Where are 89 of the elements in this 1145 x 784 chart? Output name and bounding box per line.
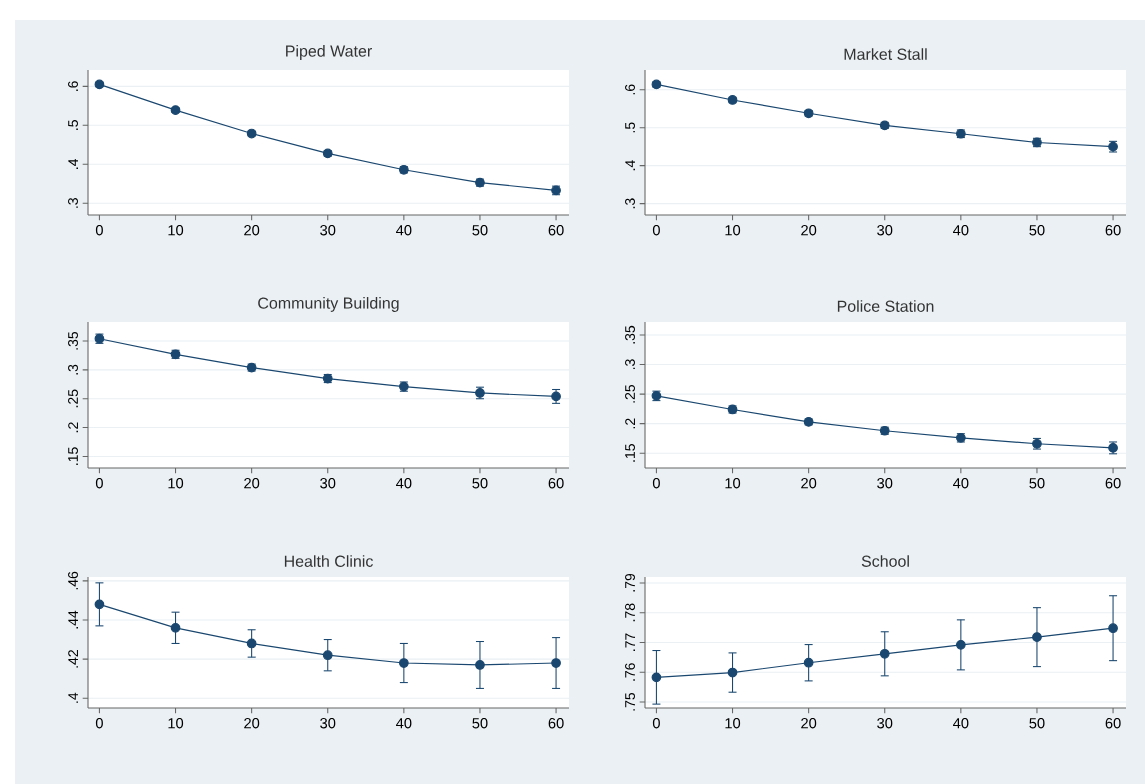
x-tick-label: 60 bbox=[548, 718, 564, 729]
x-tick-label: 40 bbox=[953, 478, 969, 489]
chart-title: Police Station bbox=[837, 300, 934, 312]
x-tick-label: 0 bbox=[652, 718, 660, 729]
y-tick-label: .35 bbox=[625, 325, 635, 344]
chart-title: Health Clinic bbox=[284, 555, 373, 567]
y-tick-label: .42 bbox=[68, 650, 78, 668]
y-tick-label: .5 bbox=[68, 120, 78, 130]
x-tick-label: 50 bbox=[472, 225, 488, 236]
y-tick-label: .3 bbox=[625, 198, 635, 209]
y-tick-label: .78 bbox=[625, 603, 635, 622]
y-tick-label: .4 bbox=[625, 160, 635, 171]
x-tick-label: 60 bbox=[548, 478, 564, 489]
point bbox=[803, 657, 814, 668]
chart-title: School bbox=[861, 555, 909, 567]
y-tick-label: .3 bbox=[68, 364, 78, 375]
y-tick-label: .3 bbox=[625, 359, 635, 370]
y-tick-label: .44 bbox=[68, 610, 78, 629]
x-tick-label: 10 bbox=[725, 225, 741, 236]
y-tick-label: .25 bbox=[68, 389, 78, 408]
x-tick-label: 0 bbox=[95, 718, 103, 729]
x-tick-label: 60 bbox=[548, 225, 564, 236]
x-tick-label: 50 bbox=[472, 718, 488, 729]
x-tick-label: 40 bbox=[396, 225, 412, 236]
y-tick-label: .25 bbox=[625, 384, 635, 403]
x-tick-label: 60 bbox=[1105, 718, 1121, 729]
x-tick-label: 40 bbox=[396, 478, 412, 489]
x-tick-label: 0 bbox=[652, 225, 660, 236]
x-tick-label: 10 bbox=[168, 478, 184, 489]
y-tick-label: .15 bbox=[68, 447, 78, 465]
point bbox=[955, 640, 966, 650]
y-tick-label: .35 bbox=[68, 331, 78, 350]
x-tick-label: 60 bbox=[1105, 478, 1121, 489]
y-tick-label: .79 bbox=[625, 573, 635, 592]
y-tick-label: .4 bbox=[68, 158, 78, 169]
chart-title: Piped Water bbox=[286, 45, 372, 60]
point bbox=[170, 622, 181, 633]
point bbox=[1032, 632, 1042, 642]
y-tick-label: .3 bbox=[68, 198, 78, 208]
point bbox=[475, 660, 485, 670]
point bbox=[551, 658, 561, 668]
x-tick-label: 10 bbox=[168, 225, 184, 236]
y-tick-label: .15 bbox=[625, 444, 635, 462]
x-tick-label: 50 bbox=[1029, 718, 1045, 729]
x-tick-label: 20 bbox=[801, 718, 817, 729]
x-tick-label: 50 bbox=[1029, 478, 1045, 489]
x-tick-label: 10 bbox=[725, 478, 741, 489]
y-tick-label: .77 bbox=[625, 633, 635, 651]
x-tick-label: 20 bbox=[244, 718, 260, 729]
x-tick-label: 0 bbox=[652, 478, 660, 489]
x-tick-label: 30 bbox=[877, 478, 893, 489]
point bbox=[398, 658, 409, 668]
point bbox=[1108, 623, 1118, 634]
x-tick-label: 20 bbox=[801, 478, 817, 489]
x-tick-label: 60 bbox=[1105, 225, 1121, 236]
chart-title: Community Building bbox=[258, 297, 399, 312]
x-tick-label: 0 bbox=[95, 478, 103, 489]
chart-title: Market Stall bbox=[844, 48, 927, 60]
point bbox=[246, 638, 257, 649]
x-tick-label: 30 bbox=[320, 478, 336, 489]
y-tick-label: .75 bbox=[625, 692, 635, 711]
x-tick-label: 50 bbox=[1029, 225, 1045, 236]
point bbox=[94, 599, 105, 610]
x-tick-label: 30 bbox=[320, 718, 336, 729]
x-tick-label: 30 bbox=[320, 225, 336, 236]
y-tick-label: .76 bbox=[625, 663, 635, 681]
point bbox=[879, 648, 890, 659]
x-tick-label: 10 bbox=[168, 718, 184, 729]
y-tick-label: .4 bbox=[68, 692, 78, 703]
y-tick-label: .5 bbox=[625, 122, 635, 133]
x-tick-label: 30 bbox=[877, 718, 893, 729]
y-tick-label: .6 bbox=[625, 84, 635, 95]
x-tick-label: 40 bbox=[396, 718, 412, 729]
x-tick-label: 20 bbox=[244, 478, 260, 489]
y-tick-label: .2 bbox=[68, 422, 78, 433]
x-tick-label: 10 bbox=[725, 718, 741, 729]
y-tick-label: .46 bbox=[68, 571, 78, 590]
x-tick-label: 0 bbox=[95, 225, 103, 236]
x-tick-label: 30 bbox=[877, 225, 893, 236]
y-tick-label: .6 bbox=[68, 81, 78, 91]
x-tick-label: 50 bbox=[472, 478, 488, 489]
x-tick-label: 20 bbox=[244, 225, 260, 236]
x-tick-label: 40 bbox=[953, 718, 969, 729]
point bbox=[651, 672, 662, 683]
x-tick-label: 40 bbox=[953, 225, 969, 236]
point bbox=[727, 667, 738, 678]
y-tick-label: .2 bbox=[625, 418, 635, 429]
x-tick-label: 20 bbox=[801, 225, 817, 236]
point bbox=[322, 650, 333, 661]
